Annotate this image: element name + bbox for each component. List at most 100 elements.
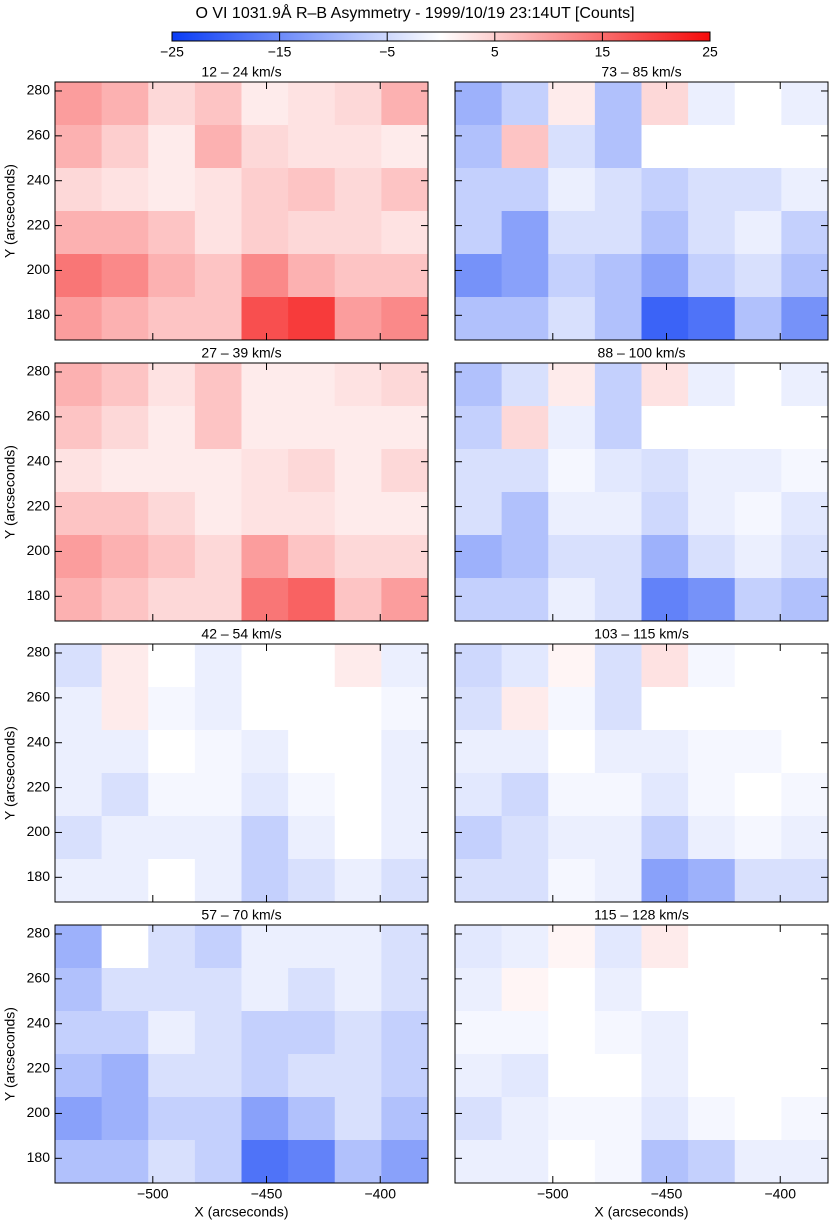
heatmap-cell [381,254,429,298]
heatmap-cell [194,254,242,298]
heatmap-cell [334,211,382,255]
heatmap-cell [641,859,689,903]
y-tick-label: 260 [27,689,51,705]
heatmap-cell [455,925,503,969]
heatmap-cell [194,1097,242,1141]
heatmap-cell [148,535,196,579]
heatmap-cell [594,492,642,536]
heatmap-cell [241,492,289,536]
plot-frame [54,362,429,622]
heatmap-cell [148,254,196,298]
heatmap-cell [455,644,503,688]
heatmap-cell [148,1011,196,1055]
heatmap-cell [148,578,196,622]
heatmap-cell [594,687,642,731]
y-tick-label: 280 [27,925,51,941]
heatmap-cell [501,773,549,817]
heatmap-cell [148,1140,196,1184]
heatmap-cell [381,168,429,212]
heatmap-cell [241,773,289,817]
heatmap-cell [641,82,689,126]
heatmap-cell [55,1011,103,1055]
heatmap-cell [381,535,429,579]
heatmap-cell [501,82,549,126]
heatmap-cell [734,730,782,774]
heatmap-cell [781,859,829,903]
heatmap-cell [501,687,549,731]
heatmap-cell [594,82,642,126]
heatmap-cell [548,125,596,169]
heatmap-cell [455,168,503,212]
heatmap-cell [288,254,336,298]
heatmap-cell [781,925,829,969]
heatmap-cell [194,578,242,622]
plot-frame [454,924,829,1184]
heatmap-cell [688,1054,736,1098]
heatmap-cell [641,1097,689,1141]
heatmap-cell [241,644,289,688]
heatmap-cell [594,1140,642,1184]
heatmap-cell [781,125,829,169]
heatmap-cell [334,1140,382,1184]
heatmap-cell [381,492,429,536]
heatmap-cell [781,406,829,450]
heatmap-cell [101,168,149,212]
heatmap-cell [148,730,196,774]
x-tick-label: −500 [537,1186,569,1202]
heatmap-cell [594,254,642,298]
y-tick-label: 220 [27,216,51,232]
heatmap-cell [101,406,149,450]
heatmap-cell [288,492,336,536]
heatmap-cell [734,406,782,450]
heatmap-cell [148,1054,196,1098]
heatmap-cell [641,449,689,493]
figure-title: O VI 1031.9Å R–B Asymmetry - 1999/10/19 … [195,3,634,22]
heatmap-cell [334,730,382,774]
heatmap-cell [241,925,289,969]
heatmap-cell [594,363,642,407]
heatmap-cell [148,773,196,817]
heatmap-cell [334,816,382,860]
heatmap-cell [501,406,549,450]
heatmap-cell [548,363,596,407]
heatmap-cell [381,1011,429,1055]
heatmap-cell [734,363,782,407]
heatmap-cell [781,1140,829,1184]
heatmap-cell [55,254,103,298]
heatmap-cell [688,773,736,817]
heatmap-cell [781,82,829,126]
heatmap-cell [381,125,429,169]
heatmap-cell [148,168,196,212]
heatmap-cell [734,168,782,212]
heatmap-cell [594,535,642,579]
x-tick-label: −400 [364,1186,396,1202]
heatmap-cell [594,406,642,450]
heatmap-cell [55,211,103,255]
heatmap-cell [501,1011,549,1055]
heatmap-cell [594,1011,642,1055]
heatmap-cell [241,168,289,212]
heatmap-cell [381,211,429,255]
heatmap-cell [688,211,736,255]
colorbar-tick-label: 25 [702,44,718,60]
heatmap-cell [688,406,736,450]
heatmap-cell [781,211,829,255]
heatmap-cell [734,773,782,817]
x-axis-label: X (arcseconds) [194,1204,288,1220]
heatmap-cell [594,449,642,493]
heatmap-cell [381,1140,429,1184]
heatmap-cell [381,816,429,860]
heatmap-cell [688,297,736,341]
heatmap-cell [734,1054,782,1098]
heatmap-cell [734,125,782,169]
heatmap-cell [381,363,429,407]
heatmap-cell [548,773,596,817]
heatmap-cell [55,578,103,622]
heatmap-cell [288,168,336,212]
heatmap-cell [101,82,149,126]
heatmap-cell [594,297,642,341]
heatmap-cell [334,644,382,688]
heatmap-cell [194,859,242,903]
heatmap-cell [455,1054,503,1098]
